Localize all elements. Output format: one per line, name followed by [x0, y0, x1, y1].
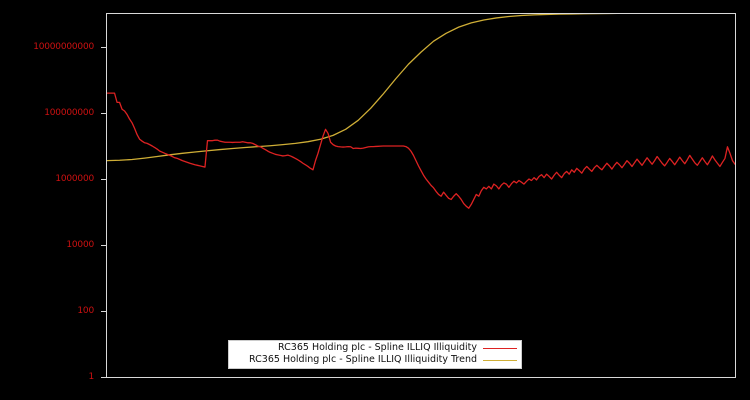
legend-entry-trend: RC365 Holding plc - Spline ILLIQ Illiqui… — [233, 354, 517, 366]
y-axis-tick-labels: 1 100 10000 1000000 100000000 10000000000 — [0, 0, 106, 400]
y-axis-tick-label: 100000000 — [44, 108, 94, 118]
y-axis-tick-label: 10000 — [66, 240, 94, 250]
y-axis-tick-mark — [101, 245, 106, 246]
y-axis-tick-label: 1 — [88, 372, 94, 382]
legend-swatch-trend — [483, 359, 517, 361]
legend-entry-illiquidity: RC365 Holding plc - Spline ILLIQ Illiqui… — [233, 342, 517, 354]
y-axis-tick-mark — [101, 47, 106, 48]
legend-label-trend: RC365 Holding plc - Spline ILLIQ Illiqui… — [249, 354, 477, 365]
y-axis-tick-mark — [101, 113, 106, 114]
legend-swatch-illiquidity — [483, 347, 517, 349]
y-axis-tick-mark — [101, 179, 106, 180]
y-axis-tick-mark — [101, 377, 106, 378]
y-axis-tick-mark — [101, 311, 106, 312]
y-axis-tick-label: 1000000 — [55, 174, 94, 184]
legend-label-illiquidity: RC365 Holding plc - Spline ILLIQ Illiqui… — [278, 342, 477, 353]
y-axis-tick-label: 10000000000 — [33, 42, 94, 52]
series-line-trend — [107, 14, 618, 162]
plot-area — [106, 13, 736, 378]
series-line-illiquidity — [107, 92, 735, 209]
y-axis-tick-label: 100 — [77, 306, 94, 316]
legend: RC365 Holding plc - Spline ILLIQ Illiqui… — [228, 340, 522, 369]
chart-lines — [107, 14, 735, 209]
